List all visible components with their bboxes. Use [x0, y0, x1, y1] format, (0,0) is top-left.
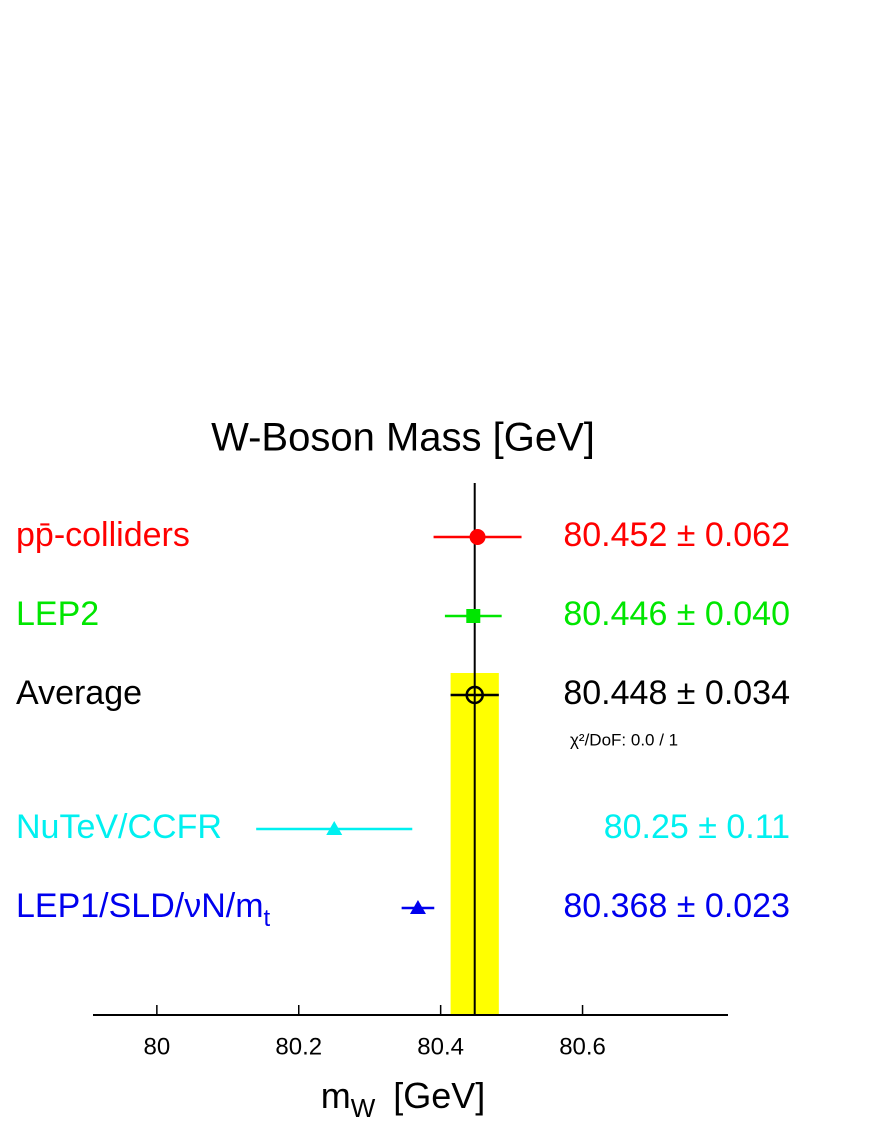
x-label-unit: [GeV]	[393, 1075, 485, 1116]
value-label: 80.448 ± 0.034	[563, 674, 790, 712]
series-label: LEP2	[16, 595, 99, 633]
point	[469, 529, 486, 545]
x-tick-label: 80.6	[559, 1033, 606, 1060]
point	[326, 821, 343, 835]
series-label: LEP1/SLD/νN/mt	[16, 887, 271, 932]
value-label: 80.452 ± 0.062	[563, 516, 790, 554]
value-label: 80.25 ± 0.11	[604, 808, 790, 846]
series-name: pp̄-colliders	[16, 516, 190, 554]
point	[466, 609, 481, 623]
series-name: Average	[16, 674, 142, 712]
series-label: Average	[16, 674, 142, 712]
x-tick-label: 80.2	[275, 1033, 322, 1060]
point	[465, 685, 484, 705]
x-label-sub: W	[351, 1093, 376, 1123]
point	[409, 900, 426, 914]
value-label: 80.446 ± 0.040	[563, 595, 790, 633]
series-label: NuTeV/CCFR	[16, 808, 222, 846]
series-name-sub: t	[264, 905, 271, 932]
x-tick-label: 80	[144, 1033, 171, 1060]
series-name: NuTeV/CCFR	[16, 808, 222, 846]
series-label: pp̄-colliders	[16, 516, 190, 554]
x-axis-label: mW [GeV]	[321, 1075, 486, 1123]
chart-title: W-Boson Mass [GeV]	[211, 416, 595, 460]
series-name: LEP2	[16, 595, 99, 633]
x-label-main: m	[321, 1075, 351, 1116]
series-name: LEP1/SLD/νN/m	[16, 887, 264, 925]
x-tick-label: 80.4	[417, 1033, 464, 1060]
value-label: 80.368 ± 0.023	[563, 887, 790, 925]
fit-note: χ²/DoF: 0.0 / 1	[570, 730, 678, 749]
